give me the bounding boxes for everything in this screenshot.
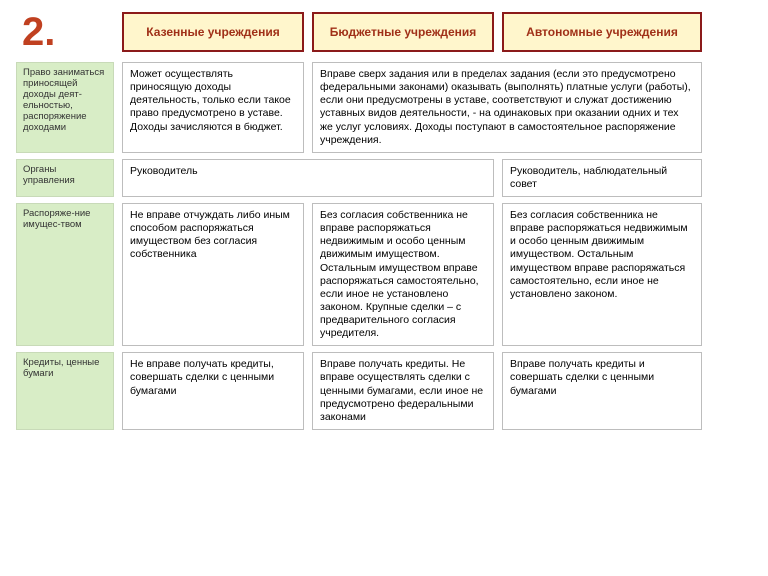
header-avtonomnye: Автономные учреждения (502, 12, 702, 52)
table-row: Кредиты, ценные бумаги Не вправе получат… (16, 352, 752, 430)
row-label-property: Распоряже-ние имущес-твом (16, 203, 114, 346)
cell-credit-avtonom: Вправе получать кредиты и совершать сдел… (502, 352, 702, 430)
header-byudzhetnye: Бюджетные учреждения (312, 12, 494, 52)
table-row: Распоряже-ние имущес-твом Не вправе отчу… (16, 203, 752, 346)
cell-credit-kazennye: Не вправе получать кредиты, совершать сд… (122, 352, 304, 430)
cell-credit-byudzhet: Вправе получать кредиты. Не вправе осуще… (312, 352, 494, 430)
cell-income-kazennye: Может осуществлять приносящую доходы дея… (122, 62, 304, 153)
table-row: Право заниматься приносящей доходы деят-… (16, 62, 752, 153)
row-label-income: Право заниматься приносящей доходы деят-… (16, 62, 114, 153)
table-row: Органы управления Руководитель Руководит… (16, 159, 752, 197)
header-row: 2. Казенные учреждения Бюджетные учрежде… (16, 12, 752, 52)
cell-property-kazennye: Не вправе отчуждать либо иным способом р… (122, 203, 304, 346)
row-label-management: Органы управления (16, 159, 114, 197)
cell-income-byudzhet-avtonom: Вправе сверх задания или в пределах зада… (312, 62, 702, 153)
cell-management-kazen-byudzhet: Руководитель (122, 159, 494, 197)
cell-management-avtonom: Руководитель, наблюдательный совет (502, 159, 702, 197)
header-kazennye: Казенные учреждения (122, 12, 304, 52)
row-label-credit: Кредиты, ценные бумаги (16, 352, 114, 430)
section-number: 2. (16, 12, 114, 52)
cell-property-byudzhet: Без согласия собственника не вправе расп… (312, 203, 494, 346)
cell-property-avtonom: Без согласия собственника не вправе расп… (502, 203, 702, 346)
